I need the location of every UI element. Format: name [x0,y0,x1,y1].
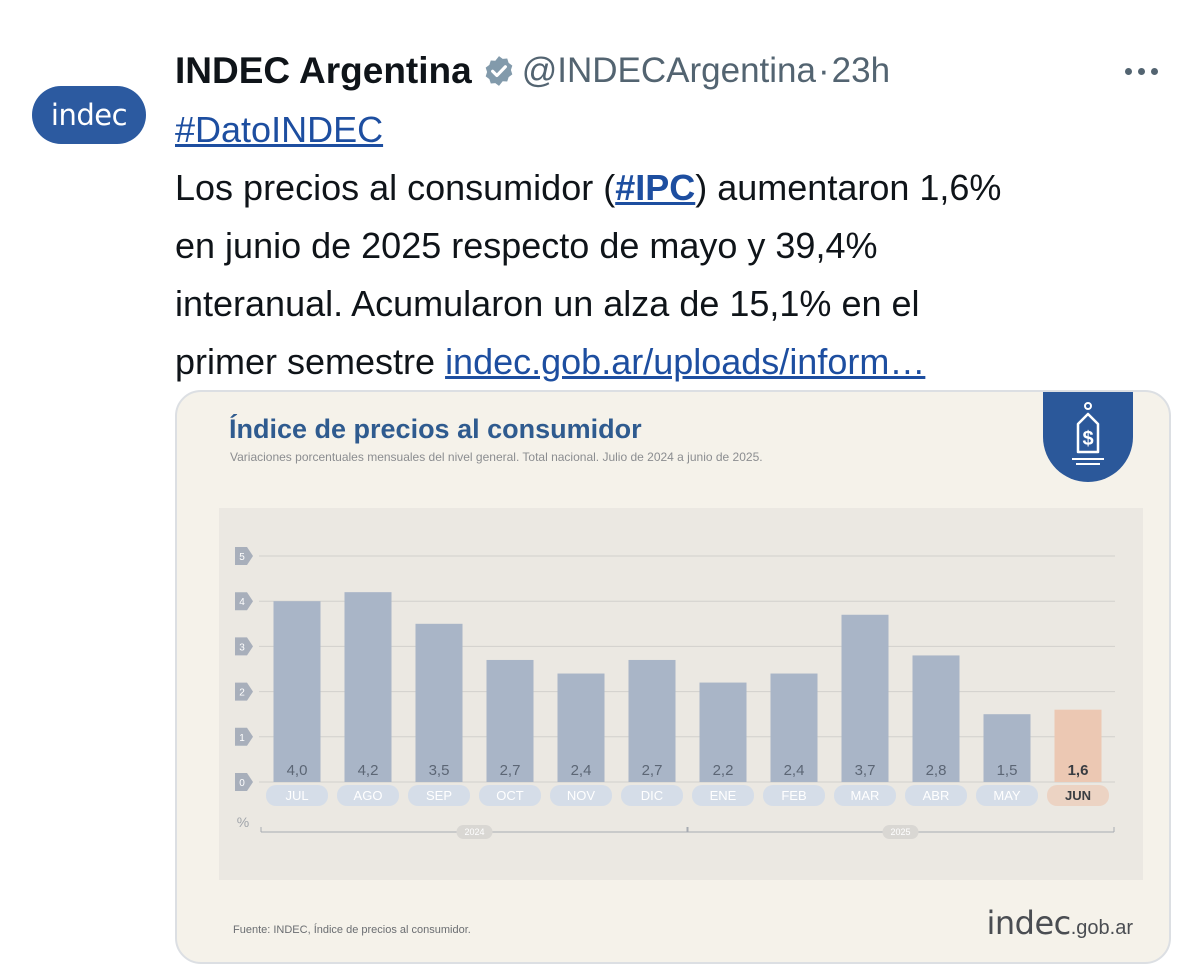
category-label: JUL [285,788,308,803]
category-pill [692,785,754,806]
year-label: 2024 [464,827,484,837]
bar-abr [912,655,960,782]
hashtag-link-ipc[interactable]: #IPC [615,167,696,208]
bar-value-label: 3,5 [429,762,450,779]
category-label: ABR [923,788,950,803]
bar-mar [841,614,889,782]
y-tick-label: 2 [239,688,245,699]
bar-value-label: 2,4 [571,762,592,779]
category-pill [621,785,683,806]
category-label: ENE [710,788,737,803]
category-label: FEB [781,788,806,803]
author-name[interactable]: INDEC Argentina [175,50,472,91]
text-line1-pre: Los precios al consumidor ( [175,167,616,208]
more-options-icon[interactable] [1117,50,1165,92]
category-pill [479,785,541,806]
text-line4-pre: primer semestre [175,341,446,382]
bar-dic [628,659,676,782]
more-dot [1124,67,1132,75]
bar-value-label: 2,2 [713,762,734,779]
bar-oct [486,659,534,782]
indec-brand-logo: indec .gob.ar [986,904,1133,942]
chart-svg: 0 1 2 3 4 5% 4,0 JUL 4,2 AGO 3,5 SEP 2,7 OCT 2,4 NOV 2,7… [235,547,1115,839]
category-label: NOV [567,788,596,803]
separator-dot: · [817,51,830,90]
bar-ene [699,682,747,782]
category-pill [834,785,896,806]
y-tick-label: 1 [239,733,245,744]
brand-main: indec [986,904,1071,942]
category-label: DIC [641,788,663,803]
category-label: MAY [993,788,1021,803]
bar-may [983,714,1031,782]
category-pill [976,785,1038,806]
y-tick-label: 4 [239,597,245,608]
brand-suffix: .gob.ar [1070,917,1133,939]
year-label: 2025 [890,827,910,837]
category-pill [337,785,399,806]
text-line3: interanual. Acumularon un alza de 15,1% … [175,283,920,324]
text-line2: en junio de 2025 respecto de mayo y 39,4… [175,225,878,266]
chart-title: Índice de precios al consumidor [229,414,642,444]
bar-jul [273,601,321,782]
y-axis-unit: % [237,814,249,830]
y-tick-marker [235,547,253,565]
bar-nov [557,673,605,782]
y-tick-marker [235,773,253,791]
price-tag-icon: $ [1072,402,1104,465]
bar-value-label: 4,2 [358,762,379,779]
y-tick-marker [235,682,253,701]
y-tick-label: 3 [239,642,245,653]
category-label: OCT [496,788,524,803]
price-tag-badge: $ [1043,392,1133,482]
category-pill [763,785,825,806]
y-tick-label: 5 [239,552,245,563]
bar-value-label: 1,6 [1068,762,1089,779]
verified-badge-icon [485,56,513,86]
y-tick-marker [235,637,253,656]
bar-value-label: 4,0 [287,762,308,779]
hashtag-link-datoindec[interactable]: #DatoINDEC [175,109,384,150]
bar-value-label: 2,7 [642,762,663,779]
tweet-text: #DatoINDEC Los precios al consumidor (#I… [175,101,1175,391]
bar-value-label: 2,4 [784,762,805,779]
chart-subtitle: Variaciones porcentuales mensuales del n… [230,450,763,464]
category-pill [266,785,328,806]
bar-jun [1054,709,1102,782]
category-pill [550,785,612,806]
year-pill [456,825,493,839]
bar-sep [415,623,463,782]
bar-value-label: 3,7 [855,762,876,779]
avatar-logo-text: indec [50,98,128,132]
year-pill [882,825,919,839]
category-label: AGO [354,788,383,803]
author-handle[interactable]: @INDECArgentina [521,51,816,90]
timestamp[interactable]: 23h [831,51,891,90]
category-pill [1047,785,1109,806]
more-dot [1150,67,1158,75]
y-tick-label: 0 [239,778,245,789]
category-pill [408,785,470,806]
bar-value-label: 2,7 [500,762,521,779]
bar-value-label: 2,8 [926,762,947,779]
y-tick-marker [235,592,253,611]
svg-text:$: $ [1082,428,1093,450]
chart-source: Fuente: INDEC, Índice de precios al cons… [233,924,471,936]
tweet-image-card[interactable]: Índice de precios al consumidor Variacio… [175,390,1171,964]
more-dot [1137,67,1145,75]
tweet-header: INDEC Argentina @INDECArgentina · 23h [175,50,1165,92]
category-label: JUN [1065,788,1091,803]
chart-panel: 0 1 2 3 4 5% 4,0 JUL 4,2 AGO 3,5 SEP 2,7 OCT 2,4 NOV 2,7… [219,508,1143,880]
bar-value-label: 1,5 [997,762,1018,779]
category-pill [905,785,967,806]
category-label: SEP [426,788,452,803]
bar-ago [344,592,392,782]
report-url-link[interactable]: indec.gob.ar/uploads/inform… [445,341,926,382]
category-label: MAR [851,788,880,803]
avatar[interactable]: indec [32,86,146,144]
text-line1-post: ) aumentaron 1,6% [695,167,1002,208]
y-tick-marker [235,727,253,746]
bar-feb [770,673,818,782]
